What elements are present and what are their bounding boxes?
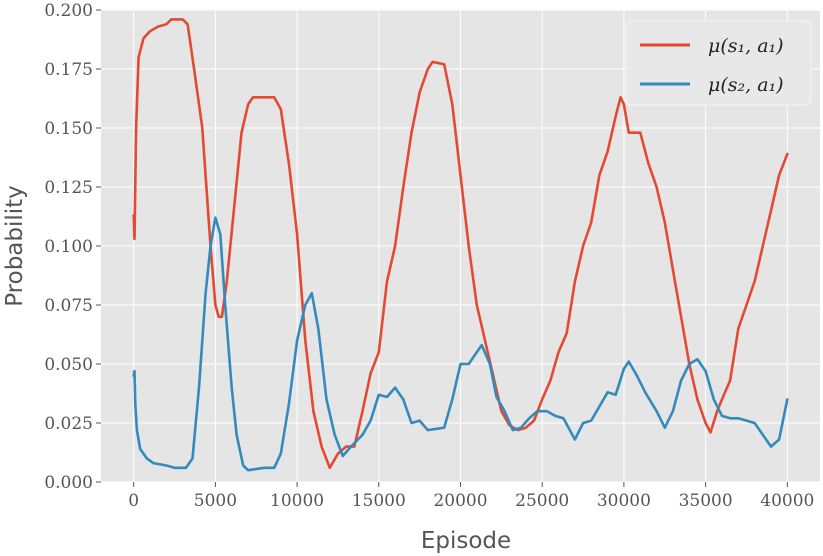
y-tick-label: 0.050 bbox=[44, 355, 93, 375]
x-tick-label: 40000 bbox=[760, 491, 814, 511]
x-tick-label: 30000 bbox=[597, 491, 651, 511]
y-axis-label: Probability bbox=[2, 185, 28, 307]
y-tick-label: 0.125 bbox=[44, 178, 93, 198]
legend-label-series-2: μ(s₂, a₁) bbox=[708, 74, 784, 96]
legend-label-series-1: μ(s₁, a₁) bbox=[708, 35, 784, 57]
series-line-2 bbox=[132, 216, 789, 472]
x-axis-ticks: 0 5000 10000 15000 20000 25000 30000 35000 40000 bbox=[128, 482, 814, 511]
series-line-1 bbox=[132, 18, 789, 470]
x-tick-label: 10000 bbox=[270, 491, 324, 511]
y-tick-label: 0.100 bbox=[44, 237, 93, 257]
x-tick-label: 20000 bbox=[433, 491, 487, 511]
y-axis-ticks: 0.000 0.025 0.050 0.075 0.100 0.125 0.150 0.175… bbox=[44, 1, 101, 493]
x-tick-label: 25000 bbox=[515, 491, 569, 511]
x-tick-label: 35000 bbox=[679, 491, 733, 511]
y-tick-label: 0.000 bbox=[44, 473, 93, 493]
y-tick-label: 0.150 bbox=[44, 119, 93, 139]
x-axis-label: Episode bbox=[421, 528, 511, 554]
x-tick-label: 5000 bbox=[194, 491, 237, 511]
x-tick-label: 15000 bbox=[352, 491, 406, 511]
y-tick-label: 0.175 bbox=[44, 60, 93, 80]
y-tick-label: 0.200 bbox=[44, 1, 93, 21]
y-tick-label: 0.075 bbox=[44, 296, 93, 316]
x-tick-label: 0 bbox=[128, 491, 139, 511]
series-lines bbox=[132, 18, 789, 472]
y-tick-label: 0.025 bbox=[44, 414, 93, 434]
legend: μ(s₁, a₁) μ(s₂, a₁) bbox=[625, 20, 812, 106]
